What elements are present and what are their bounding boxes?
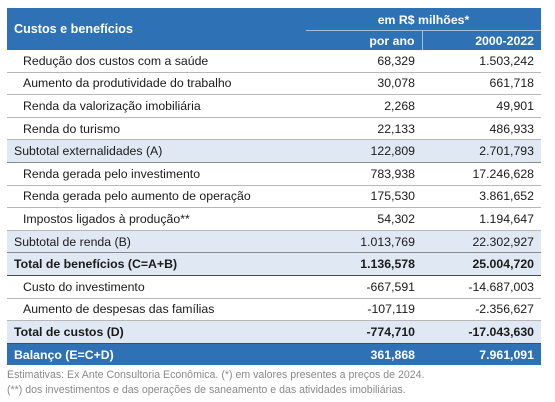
row-label: Subtotal externalidades (A) xyxy=(7,139,306,163)
value-per-year: 175,530 xyxy=(306,185,422,209)
row-label: Renda da valorização imobiliária xyxy=(7,94,306,118)
value-period: 7.961,091 xyxy=(422,343,541,366)
row-label: Renda gerada pelo investimento xyxy=(7,162,306,186)
value-per-year: 2,268 xyxy=(306,94,422,118)
value-period: 22.302,927 xyxy=(422,230,541,254)
unit-header: em R$ milhões* xyxy=(306,8,541,31)
table-title: Custos e benefícios xyxy=(7,8,306,50)
subtotal-row: Subtotal externalidades (A) 122,809 2.70… xyxy=(7,139,541,163)
value-period: 25.004,720 xyxy=(422,252,541,276)
table-row: Renda da valorização imobiliária 2,268 4… xyxy=(7,94,541,118)
row-label: Balanço (E=C+D) xyxy=(7,343,306,366)
total-row: Total de custos (D) -774,710 -17.043,630 xyxy=(7,320,541,344)
value-per-year: 122,809 xyxy=(306,139,422,163)
column-header-period: 2000-2022 xyxy=(422,30,541,50)
table-row: Redução dos custos com a saúde 68,329 1.… xyxy=(7,50,541,73)
value-period: -17.043,630 xyxy=(422,320,541,344)
row-label: Renda gerada pelo aumento de operação xyxy=(7,185,306,209)
row-label: Aumento de despesas das famílias xyxy=(7,298,306,322)
total-row: Total de benefícios (C=A+B) 1.136,578 25… xyxy=(7,252,541,276)
row-label: Aumento da produtividade do trabalho xyxy=(7,72,306,96)
value-per-year: 22,133 xyxy=(306,117,422,141)
value-period: -14.687,003 xyxy=(422,275,541,299)
value-per-year: 1.136,578 xyxy=(306,252,422,276)
value-period: 661,718 xyxy=(422,72,541,96)
value-period: -2.356,627 xyxy=(422,298,541,322)
table-row: Aumento da produtividade do trabalho 30,… xyxy=(7,72,541,96)
table-row: Custo do investimento -667,591 -14.687,0… xyxy=(7,275,541,299)
footnote-note: (**) dos investimentos e das operações d… xyxy=(7,383,406,396)
row-label: Custo do investimento xyxy=(7,275,306,299)
subtotal-row: Subtotal de renda (B) 1.013,769 22.302,9… xyxy=(7,230,541,254)
value-per-year: 54,302 xyxy=(306,207,422,231)
row-label: Total de benefícios (C=A+B) xyxy=(7,252,306,276)
cost-benefit-table: Custos e benefícios em R$ milhões* por a… xyxy=(7,8,541,366)
value-period: 49,901 xyxy=(422,94,541,118)
table-row: Impostos ligados à produção** 54,302 1.1… xyxy=(7,207,541,231)
table-row: Renda do turismo 22,133 486,933 xyxy=(7,117,541,141)
table-row: Renda gerada pelo investimento 783,938 1… xyxy=(7,162,541,186)
value-per-year: 783,938 xyxy=(306,162,422,186)
row-label: Impostos ligados à produção** xyxy=(7,207,306,231)
balance-row: Balanço (E=C+D) 361,868 7.961,091 xyxy=(7,343,541,366)
column-header-per-year: por ano xyxy=(306,30,423,50)
table-row: Renda gerada pelo aumento de operação 17… xyxy=(7,185,541,209)
value-period: 1.503,242 xyxy=(422,50,541,73)
value-per-year: -774,710 xyxy=(306,320,422,344)
footnote-source: Estimativas: Ex Ante Consultoria Econômi… xyxy=(7,369,425,381)
value-period: 486,933 xyxy=(422,117,541,141)
table-body: Redução dos custos com a saúde 68,329 1.… xyxy=(7,50,541,366)
cost-benefit-table-container: Custos e benefícios em R$ milhões* por a… xyxy=(7,8,541,366)
row-label: Total de custos (D) xyxy=(7,320,306,344)
value-per-year: 68,329 xyxy=(306,50,422,73)
table-header: Custos e benefícios em R$ milhões* por a… xyxy=(7,8,541,50)
row-label: Subtotal de renda (B) xyxy=(7,230,306,254)
value-per-year: -107,119 xyxy=(306,298,422,322)
value-period: 17.246,628 xyxy=(422,162,541,186)
value-period: 2.701,793 xyxy=(422,139,541,163)
row-label: Redução dos custos com a saúde xyxy=(7,50,306,73)
value-period: 1.194,647 xyxy=(422,207,541,231)
value-per-year: -667,591 xyxy=(306,275,422,299)
footnote: Estimativas: Ex Ante Consultoria Econômi… xyxy=(7,368,547,397)
value-period: 3.861,652 xyxy=(422,185,541,209)
value-per-year: 361,868 xyxy=(306,343,422,366)
row-label: Renda do turismo xyxy=(7,117,306,141)
value-per-year: 30,078 xyxy=(306,72,422,96)
table-row: Aumento de despesas das famílias -107,11… xyxy=(7,298,541,322)
value-per-year: 1.013,769 xyxy=(306,230,422,254)
